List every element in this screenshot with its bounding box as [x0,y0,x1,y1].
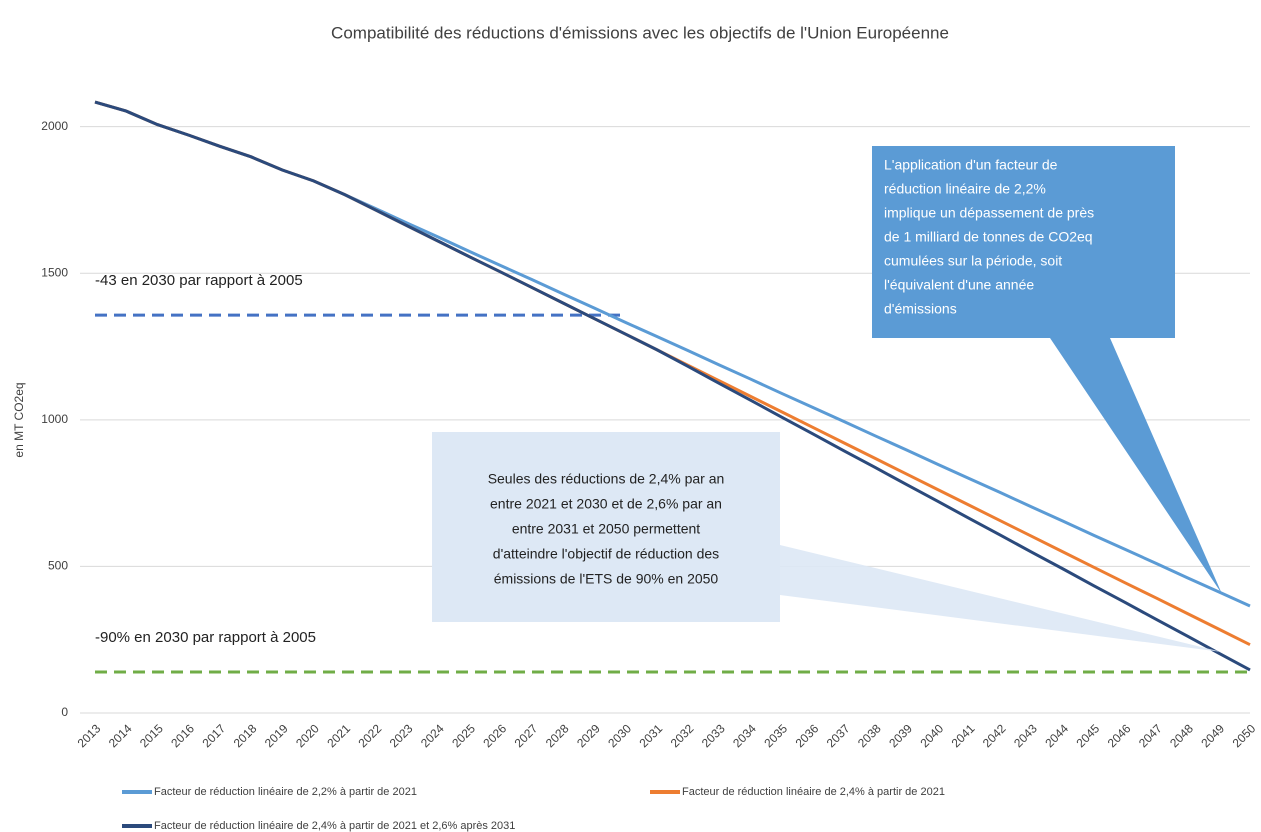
callout-text: Seules des réductions de 2,4% par an [488,471,725,487]
x-tick-label: 2036 [793,721,822,750]
x-tick-label: 2013 [75,721,104,750]
callout-text: entre 2031 et 2050 permettent [512,521,700,537]
legend-label: Facteur de réduction linéaire de 2,4% à … [154,820,515,832]
x-tick-label: 2024 [418,721,447,750]
x-tick-label: 2041 [949,721,978,750]
x-tick-label: 2015 [137,721,166,750]
chart-title: Compatibilité des réductions d'émissions… [331,23,949,42]
x-tick-label: 2037 [824,721,853,750]
annotations: -43 en 2030 par rapport à 2005 -90% en 20… [95,157,1094,832]
callout-pointer [1050,338,1222,594]
x-tick-label: 2044 [1042,721,1071,750]
callout-text: émissions de l'ETS de 90% en 2050 [494,571,719,587]
x-tick-label: 2038 [855,721,884,750]
x-tick-label: 2043 [1011,721,1040,750]
x-tick-label: 2033 [699,721,728,750]
x-tick-label: 2042 [980,721,1009,750]
x-tick-label: 2023 [387,721,416,750]
series-line [94,100,1251,672]
x-tick-label: 2021 [324,721,353,750]
x-tick-label: 2022 [356,721,385,750]
legend-label: Facteur de réduction linéaire de 2,2% à … [154,786,417,798]
y-tick-label: 0 [61,705,68,719]
y-axis-label: en MT CO2eq [12,382,26,457]
x-tick-label: 2019 [262,721,291,750]
x-tick-label: 2040 [917,721,946,750]
x-tick-label: 2048 [1167,721,1196,750]
callout-text: entre 2021 et 2030 et de 2,6% par an [490,496,722,512]
x-tick-label: 2050 [1230,721,1259,750]
x-tick-label: 2020 [293,721,322,750]
x-tick-label: 2031 [636,721,665,750]
x-tick-label: 2027 [512,721,541,750]
callout-text: d'émissions [884,301,957,317]
reference-label: -43 en 2030 par rapport à 2005 [95,272,303,289]
callout-text: de 1 milliard de tonnes de CO2eq [884,229,1093,245]
callout-text: cumulées sur la période, soit [884,253,1062,269]
x-tick-label: 2018 [231,721,260,750]
plot [94,100,1251,674]
callout-box [872,146,1175,338]
y-tick-label: 2000 [41,119,68,133]
x-tick-label: 2030 [605,721,634,750]
x-tick-label: 2034 [730,721,759,750]
x-tick-label: 2049 [1198,721,1227,750]
y-tick-label: 1000 [41,412,68,426]
x-tick-label: 2035 [761,721,790,750]
x-tick-label: 2029 [574,721,603,750]
x-tick-label: 2039 [886,721,915,750]
x-tick-label: 2032 [668,721,697,750]
x-tick-label: 2016 [168,721,197,750]
x-tick-label: 2047 [1136,721,1165,750]
x-tick-label: 2026 [480,721,509,750]
callout-text: l'équivalent d'une année [884,277,1034,293]
callout-text: L'application d'un facteur de [884,157,1058,173]
x-tick-label: 2014 [106,721,135,750]
y-tick-label: 500 [48,559,68,573]
legend-label: Facteur de réduction linéaire de 2,4% à … [682,786,945,798]
x-tick-label: 2028 [543,721,572,750]
callout-text: d'atteindre l'objectif de réduction des [493,546,719,562]
callout-text: réduction linéaire de 2,2% [884,181,1046,197]
reference-label: -90% en 2030 par rapport à 2005 [95,629,316,646]
callout-pointer [780,545,1222,652]
callout-box [432,432,780,622]
y-tick-label: 1500 [41,265,68,279]
callout-text: implique un dépassement de près [884,205,1094,221]
x-tick-label: 2025 [449,721,478,750]
x-tick-label: 2045 [1074,721,1103,750]
x-tick-label: 2046 [1105,721,1134,750]
x-tick-label: 2017 [199,721,228,750]
